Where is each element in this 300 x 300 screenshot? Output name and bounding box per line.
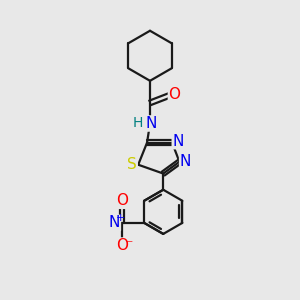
Text: N: N xyxy=(109,215,120,230)
Text: ⁻: ⁻ xyxy=(125,238,132,253)
Text: N: N xyxy=(146,116,157,131)
Text: N: N xyxy=(172,134,184,149)
Text: N: N xyxy=(180,154,191,169)
Text: O: O xyxy=(168,87,180,102)
Text: S: S xyxy=(128,157,137,172)
Text: +: + xyxy=(116,214,125,224)
Text: O: O xyxy=(116,193,128,208)
Text: O: O xyxy=(116,238,128,253)
Text: H: H xyxy=(132,116,143,130)
